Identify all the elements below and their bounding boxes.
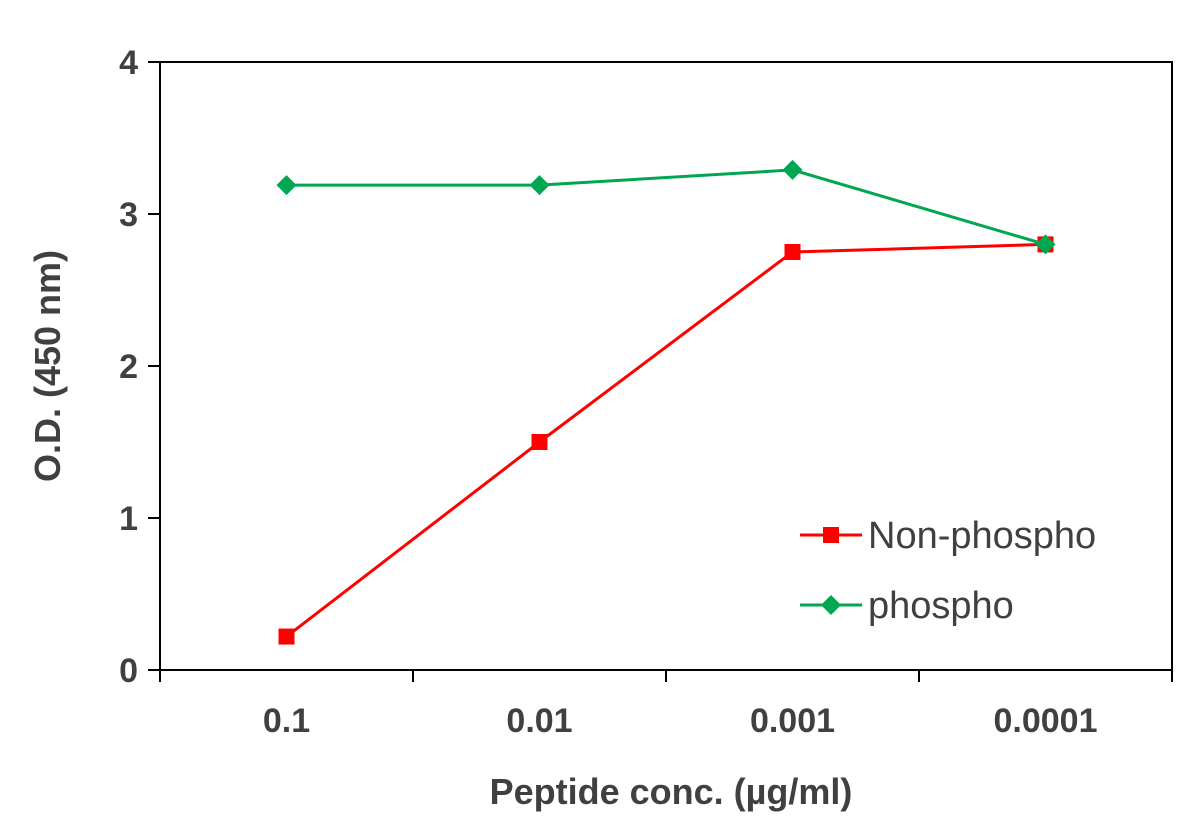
data-point-non-phospho (784, 244, 801, 260)
y-tick-label: 1 (119, 500, 138, 538)
x-tick-label: 0.1 (263, 702, 310, 740)
plot-border (159, 61, 1173, 671)
data-point-phospho (276, 175, 297, 196)
x-tick-label: 0.001 (750, 702, 835, 740)
data-point-non-phospho (278, 628, 295, 645)
y-tick-label: 3 (119, 196, 138, 234)
x-tick-label: 0.01 (506, 702, 572, 740)
y-axis-title: O.D. (450 nm) (27, 250, 68, 482)
series-non-phospho (278, 236, 1054, 645)
legend-marker (823, 527, 839, 543)
series-layer (276, 159, 1056, 645)
x-axis: 0.1 0.01 0.001 0.0001 (159, 670, 1173, 740)
x-tick-label: 0.0001 (994, 702, 1098, 740)
y-tick-label: 0 (119, 652, 138, 690)
legend-item-non-phospho: Non-phospho (800, 515, 1096, 557)
data-point-phospho (782, 159, 803, 180)
series-phospho (276, 159, 1056, 255)
data-point-phospho (1035, 234, 1056, 255)
plot-area (159, 61, 1173, 671)
series-line-non-phospho (285, 242, 1046, 638)
legend-label: phospho (868, 585, 1014, 627)
y-tick-label: 4 (119, 44, 138, 82)
x-axis-title: Peptide conc. (µg/ml) (490, 771, 853, 812)
y-tick-label: 2 (119, 348, 138, 386)
data-point-phospho (529, 175, 550, 196)
legend: Non-phospho phospho (800, 515, 1096, 627)
series-line-phospho (286, 168, 1046, 246)
legend-marker (821, 595, 841, 615)
legend-label: Non-phospho (868, 515, 1096, 557)
data-point-non-phospho (531, 434, 548, 450)
legend-item-phospho: phospho (800, 585, 1014, 627)
y-axis: 0 1 2 3 4 (119, 44, 160, 690)
